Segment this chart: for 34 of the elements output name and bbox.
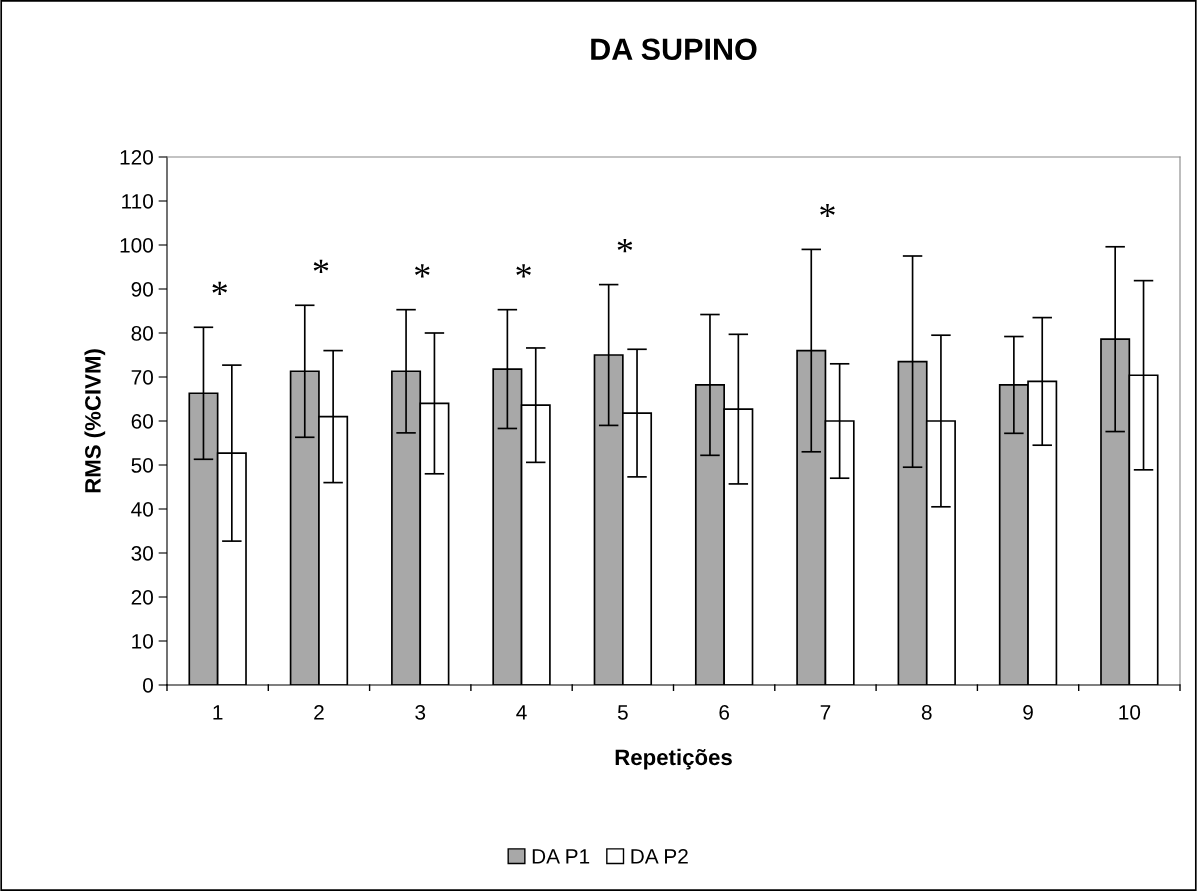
y-tick-label: 50 bbox=[131, 458, 153, 473]
x-tick-label: 3 bbox=[415, 704, 426, 720]
x-tick-label: 2 bbox=[314, 704, 324, 720]
annotation: * bbox=[313, 259, 329, 273]
x-tick-label: 6 bbox=[719, 704, 730, 720]
chart-title: DA SUPINO bbox=[591, 38, 757, 61]
y-tick-label: 110 bbox=[122, 194, 153, 209]
y-tick-label: 0 bbox=[143, 678, 153, 693]
x-axis-title: Repetições bbox=[615, 748, 732, 770]
y-tick-label: 20 bbox=[131, 590, 153, 605]
legend-label: DA P2 bbox=[631, 848, 688, 864]
annotation: * bbox=[415, 264, 430, 278]
x-tick-label: 8 bbox=[921, 704, 932, 720]
x-tick-label: 10 bbox=[1119, 704, 1141, 720]
y-tick-label: 10 bbox=[132, 634, 153, 649]
y-axis-title: RMS (%CIVM) bbox=[84, 349, 106, 493]
y-tick-label: 90 bbox=[131, 282, 153, 297]
y-tick-label: 120 bbox=[120, 150, 153, 165]
x-tick-label: 9 bbox=[1023, 704, 1033, 720]
x-tick-label: 7 bbox=[820, 705, 831, 720]
annotation: * bbox=[820, 203, 835, 218]
y-tick-label: 70 bbox=[131, 370, 153, 385]
annotation: * bbox=[516, 264, 531, 278]
legend-label: DA P1 bbox=[532, 849, 590, 864]
y-tick-label: 80 bbox=[131, 326, 153, 341]
x-tick-label: 5 bbox=[617, 705, 628, 720]
y-tick-label: 40 bbox=[131, 502, 153, 517]
y-tick-label: 30 bbox=[131, 546, 153, 561]
x-tick-label: 1 bbox=[213, 705, 223, 720]
annotation: * bbox=[617, 239, 633, 253]
annotation: * bbox=[212, 281, 227, 295]
x-tick-label: 4 bbox=[516, 705, 527, 720]
y-tick-label: 60 bbox=[131, 414, 153, 429]
y-tick-label: 100 bbox=[120, 238, 153, 253]
